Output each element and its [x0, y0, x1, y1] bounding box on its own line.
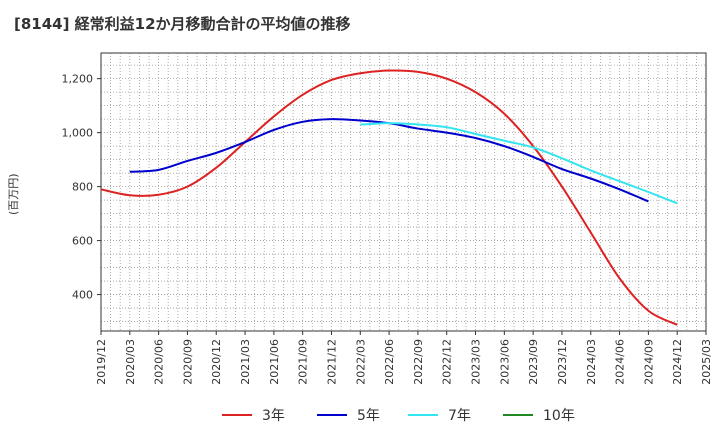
x-tick-label: 2022/12	[441, 339, 454, 385]
chart-title: [8144] 経常利益12か月移動合計の平均値の推移	[14, 15, 351, 33]
legend-label: 5年	[357, 408, 380, 424]
x-tick-label: 2022/06	[383, 339, 396, 385]
legend-item: 10年	[503, 404, 575, 426]
legend-label: 7年	[448, 408, 471, 424]
plot-frame	[100, 52, 707, 332]
legend-swatch	[222, 414, 252, 416]
x-tick-label: 2022/09	[412, 339, 425, 385]
y-tick-label: 800	[72, 181, 93, 194]
x-tick-label: 2023/09	[527, 339, 540, 385]
legend-swatch	[408, 414, 438, 416]
x-tick-label: 2024/03	[585, 339, 598, 385]
y-tick-label: 600	[72, 235, 93, 248]
legend-swatch	[317, 414, 347, 416]
legend-item: 3年	[222, 404, 285, 426]
x-tick-label: 2025/03	[700, 339, 713, 385]
x-tick-label: 2021/12	[325, 339, 338, 385]
x-tick-label: 2021/09	[297, 339, 310, 385]
legend-item: 7年	[408, 404, 471, 426]
x-tick-label: 2022/03	[354, 339, 367, 385]
legend-label: 10年	[543, 408, 575, 424]
x-tick-label: 2024/09	[642, 339, 655, 385]
chart-legend: 3年 5年 7年 10年	[0, 404, 720, 426]
plot-area	[101, 53, 706, 331]
x-tick-label: 2024/12	[671, 339, 684, 385]
x-tick-label: 2024/06	[614, 339, 627, 385]
legend-swatch	[503, 414, 533, 416]
x-tick-label: 2023/03	[470, 339, 483, 385]
y-tick-label: 400	[72, 289, 93, 302]
x-tick-label: 2023/12	[556, 339, 569, 385]
x-tick-label: 2020/12	[210, 339, 223, 385]
y-tick-label: 1,200	[62, 73, 94, 86]
x-tick-label: 2021/06	[268, 339, 281, 385]
x-tick-label: 2020/03	[124, 339, 137, 385]
x-tick-label: 2020/06	[153, 339, 166, 385]
y-tick-label: 1,000	[62, 127, 94, 140]
legend-item: 5年	[317, 404, 380, 426]
x-tick-label: 2023/06	[498, 339, 511, 385]
legend-label: 3年	[262, 408, 285, 424]
x-tick-label: 2021/03	[239, 339, 252, 385]
x-tick-label: 2020/09	[181, 339, 194, 385]
series-line-3年	[100, 69, 678, 326]
x-tick-label: 2019/12	[95, 339, 108, 385]
series-line-7年	[360, 122, 678, 205]
